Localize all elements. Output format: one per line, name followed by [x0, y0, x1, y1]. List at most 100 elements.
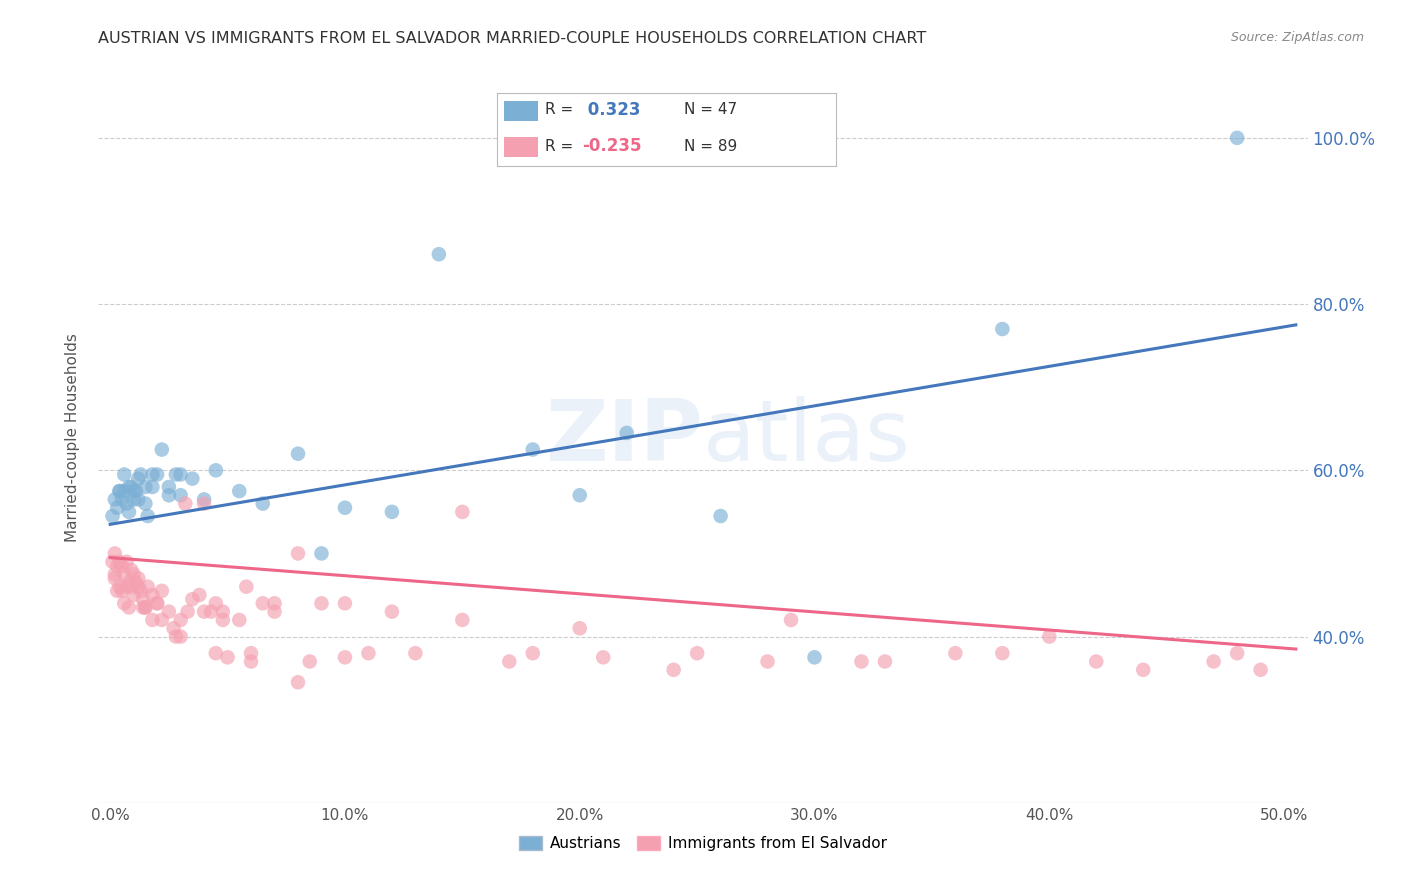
Point: [101, 555, 124, 569]
Point: [381, 505, 404, 519]
Point: [134, 600, 156, 615]
Text: atlas: atlas: [703, 395, 911, 479]
Point: [122, 588, 145, 602]
Point: [129, 467, 152, 482]
Point: [298, 655, 321, 669]
Point: [104, 567, 127, 582]
Point: [108, 555, 131, 569]
Point: [404, 646, 426, 660]
Point: [174, 497, 197, 511]
Point: [780, 613, 803, 627]
Point: [1132, 663, 1154, 677]
Point: [165, 467, 187, 482]
Point: [217, 650, 239, 665]
Point: [105, 583, 128, 598]
Point: [287, 546, 309, 560]
Point: [129, 583, 152, 598]
Point: [115, 497, 138, 511]
Point: [287, 675, 309, 690]
Point: [162, 621, 184, 635]
Text: Source: ZipAtlas.com: Source: ZipAtlas.com: [1230, 31, 1364, 45]
Point: [120, 563, 142, 577]
Point: [193, 605, 215, 619]
Point: [122, 484, 145, 499]
Point: [169, 630, 191, 644]
Point: [150, 613, 173, 627]
Point: [803, 650, 825, 665]
Point: [111, 583, 134, 598]
Point: [193, 497, 215, 511]
Point: [104, 571, 127, 585]
Point: [132, 592, 155, 607]
Point: [181, 592, 204, 607]
Point: [991, 322, 1014, 336]
Point: [157, 605, 180, 619]
Point: [212, 613, 235, 627]
Point: [132, 600, 155, 615]
Point: [1038, 630, 1060, 644]
Point: [176, 605, 198, 619]
Point: [756, 655, 779, 669]
Point: [136, 580, 159, 594]
Legend: Austrians, Immigrants from El Salvador: Austrians, Immigrants from El Salvador: [513, 830, 893, 857]
Point: [686, 646, 709, 660]
Point: [150, 583, 173, 598]
Point: [1202, 655, 1225, 669]
Point: [134, 497, 156, 511]
Point: [381, 605, 404, 619]
Text: ZIP: ZIP: [546, 395, 703, 479]
Point: [427, 247, 450, 261]
Point: [146, 467, 169, 482]
Point: [451, 505, 474, 519]
Point: [141, 613, 163, 627]
Point: [165, 630, 187, 644]
Point: [118, 600, 141, 615]
Point: [146, 596, 169, 610]
Point: [122, 567, 145, 582]
Point: [127, 472, 149, 486]
Point: [240, 646, 263, 660]
Point: [111, 558, 134, 573]
Point: [193, 492, 215, 507]
Point: [120, 480, 142, 494]
Point: [357, 646, 380, 660]
Point: [141, 588, 163, 602]
Point: [616, 425, 638, 440]
Point: [115, 580, 138, 594]
Y-axis label: Married-couple Households: Married-couple Households: [65, 333, 80, 541]
Point: [169, 613, 191, 627]
Point: [991, 646, 1014, 660]
Point: [333, 650, 356, 665]
Point: [105, 558, 128, 573]
Point: [101, 509, 124, 524]
Point: [228, 484, 250, 499]
Point: [252, 497, 274, 511]
Point: [104, 492, 127, 507]
Point: [1250, 663, 1272, 677]
Point: [200, 605, 222, 619]
Point: [710, 509, 733, 524]
Point: [111, 492, 134, 507]
Point: [141, 467, 163, 482]
Point: [204, 596, 226, 610]
Point: [1085, 655, 1108, 669]
Point: [134, 480, 156, 494]
Point: [169, 467, 191, 482]
Point: [851, 655, 873, 669]
Point: [118, 505, 141, 519]
Point: [333, 596, 356, 610]
Point: [125, 575, 148, 590]
Point: [873, 655, 896, 669]
Point: [136, 509, 159, 524]
Point: [204, 646, 226, 660]
Point: [108, 484, 131, 499]
Point: [122, 492, 145, 507]
Point: [118, 575, 141, 590]
Point: [311, 596, 333, 610]
Point: [169, 488, 191, 502]
Point: [287, 447, 309, 461]
Point: [157, 488, 180, 502]
Point: [112, 596, 135, 610]
Point: [105, 500, 128, 515]
Point: [568, 621, 591, 635]
